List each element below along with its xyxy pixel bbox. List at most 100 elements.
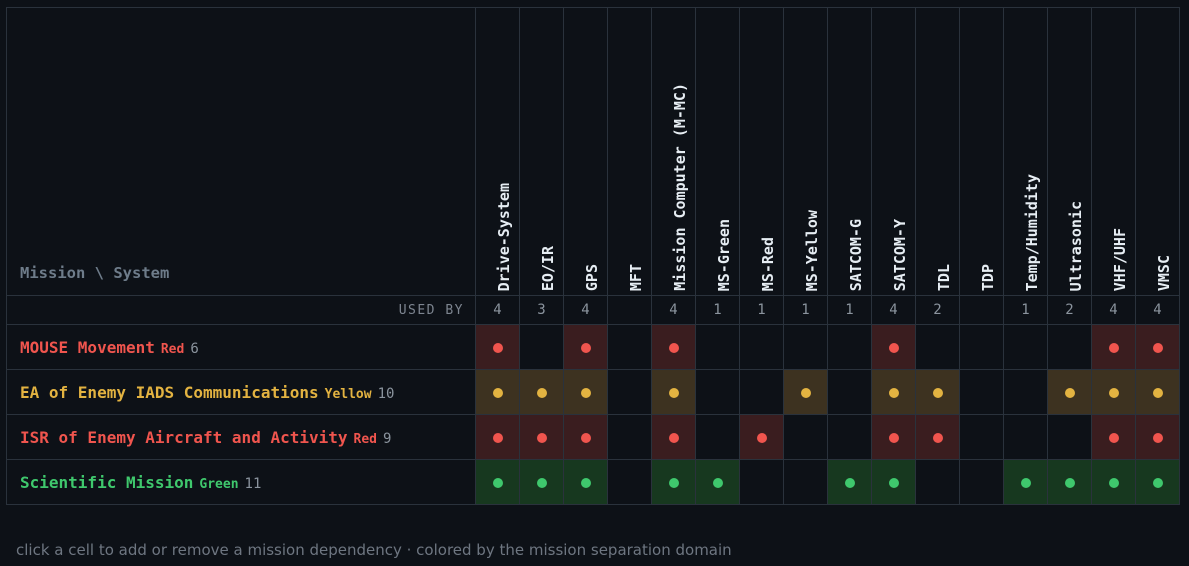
dependency-cell-active[interactable]: [827, 459, 872, 505]
mission-name: MOUSE Movement: [20, 337, 155, 357]
dependency-cell[interactable]: [1003, 414, 1048, 460]
dependency-cell-active[interactable]: [1003, 459, 1048, 505]
dependency-cell[interactable]: [827, 369, 872, 415]
system-column-header: TDP: [959, 7, 1004, 296]
dependency-dot-icon: [800, 388, 811, 398]
dependency-cell-active[interactable]: [475, 324, 520, 370]
dependency-cell-active[interactable]: [1135, 459, 1180, 505]
dependency-dot-icon: [492, 478, 503, 488]
dependency-cell[interactable]: [915, 459, 960, 505]
dependency-cell[interactable]: [607, 414, 652, 460]
dependency-cell[interactable]: [959, 369, 1004, 415]
dependency-cell[interactable]: [695, 369, 740, 415]
dependency-cell[interactable]: [739, 369, 784, 415]
dependency-cell-active[interactable]: [475, 414, 520, 460]
dependency-cell-active[interactable]: [1091, 369, 1136, 415]
dependency-cell[interactable]: [607, 324, 652, 370]
dependency-dot-icon: [1152, 388, 1163, 398]
dependency-dot-icon: [888, 433, 899, 443]
dependency-cell-active[interactable]: [519, 459, 564, 505]
mission-label: MOUSE Movement Red 6: [6, 324, 476, 370]
dependency-dot-icon: [492, 388, 503, 398]
dependency-cell-active[interactable]: [1091, 414, 1136, 460]
system-column-header: MS-Green: [695, 7, 740, 296]
used-by-count: 2: [915, 295, 960, 325]
system-column-header: TDL: [915, 7, 960, 296]
dependency-cell[interactable]: [607, 459, 652, 505]
system-name: MS-Green: [714, 218, 733, 291]
dependency-cell-active[interactable]: [1047, 459, 1092, 505]
dependency-cell[interactable]: [959, 459, 1004, 505]
mission-domain: Yellow: [324, 386, 372, 402]
dependency-cell-active[interactable]: [1091, 324, 1136, 370]
mission-dependency-count: 9: [383, 430, 392, 447]
dependency-cell[interactable]: [1047, 414, 1092, 460]
used-by-count: [959, 295, 1004, 325]
dependency-cell-active[interactable]: [563, 414, 608, 460]
dependency-cell-active[interactable]: [915, 414, 960, 460]
dependency-cell-active[interactable]: [563, 369, 608, 415]
dependency-cell-active[interactable]: [871, 369, 916, 415]
system-column-header: EO/IR: [519, 7, 564, 296]
dependency-cell[interactable]: [1003, 369, 1048, 415]
dependency-dot-icon: [1152, 478, 1163, 488]
dependency-cell-active[interactable]: [871, 414, 916, 460]
mission-dependency-count: 11: [244, 475, 262, 492]
dependency-cell[interactable]: [519, 324, 564, 370]
system-name: Drive-System: [494, 182, 513, 291]
dependency-cell[interactable]: [827, 324, 872, 370]
mission-domain: Red: [353, 431, 377, 447]
dependency-dot-icon: [536, 478, 547, 488]
dependency-dot-icon: [668, 388, 679, 398]
used-by-count: 4: [563, 295, 608, 325]
dependency-cell-active[interactable]: [915, 369, 960, 415]
dependency-dot-icon: [888, 478, 899, 488]
used-by-count: 4: [651, 295, 696, 325]
dependency-cell-active[interactable]: [695, 459, 740, 505]
dependency-cell-active[interactable]: [651, 324, 696, 370]
dependency-cell[interactable]: [783, 459, 828, 505]
dependency-cell[interactable]: [739, 459, 784, 505]
dependency-dot-icon: [932, 388, 943, 398]
dependency-cell-active[interactable]: [739, 414, 784, 460]
dependency-cell[interactable]: [959, 414, 1004, 460]
dependency-cell-active[interactable]: [1135, 414, 1180, 460]
dependency-cell[interactable]: [739, 324, 784, 370]
dependency-cell-active[interactable]: [783, 369, 828, 415]
dependency-cell-active[interactable]: [651, 414, 696, 460]
dependency-cell[interactable]: [695, 414, 740, 460]
dependency-cell[interactable]: [695, 324, 740, 370]
dependency-cell-active[interactable]: [651, 369, 696, 415]
dependency-cell[interactable]: [783, 414, 828, 460]
dependency-cell-active[interactable]: [519, 414, 564, 460]
mission-name: EA of Enemy IADS Communications: [20, 382, 319, 402]
dependency-cell[interactable]: [959, 324, 1004, 370]
dependency-cell[interactable]: [915, 324, 960, 370]
dependency-cell[interactable]: [827, 414, 872, 460]
dependency-cell-active[interactable]: [871, 324, 916, 370]
used-by-count: 4: [1135, 295, 1180, 325]
dependency-cell[interactable]: [1003, 324, 1048, 370]
dependency-cell-active[interactable]: [1047, 369, 1092, 415]
dependency-cell-active[interactable]: [563, 324, 608, 370]
system-column-header: GPS: [563, 7, 608, 296]
system-name: MFT: [626, 263, 645, 291]
dependency-dot-icon: [932, 433, 943, 443]
dependency-cell-active[interactable]: [651, 459, 696, 505]
dependency-cell-active[interactable]: [1091, 459, 1136, 505]
dependency-cell-active[interactable]: [475, 369, 520, 415]
used-by-count: 4: [475, 295, 520, 325]
dependency-cell-active[interactable]: [1135, 324, 1180, 370]
mission-row: MOUSE Movement Red 6: [6, 324, 1180, 370]
dependency-cell[interactable]: [783, 324, 828, 370]
dependency-dot-icon: [1108, 433, 1119, 443]
dependency-cell-active[interactable]: [519, 369, 564, 415]
dependency-cell[interactable]: [607, 369, 652, 415]
dependency-cell-active[interactable]: [475, 459, 520, 505]
dependency-cell-active[interactable]: [871, 459, 916, 505]
system-column-header: Temp/Humidity: [1003, 7, 1048, 296]
dependency-cell-active[interactable]: [1135, 369, 1180, 415]
dependency-dot-icon: [888, 343, 899, 353]
dependency-cell[interactable]: [1047, 324, 1092, 370]
dependency-cell-active[interactable]: [563, 459, 608, 505]
